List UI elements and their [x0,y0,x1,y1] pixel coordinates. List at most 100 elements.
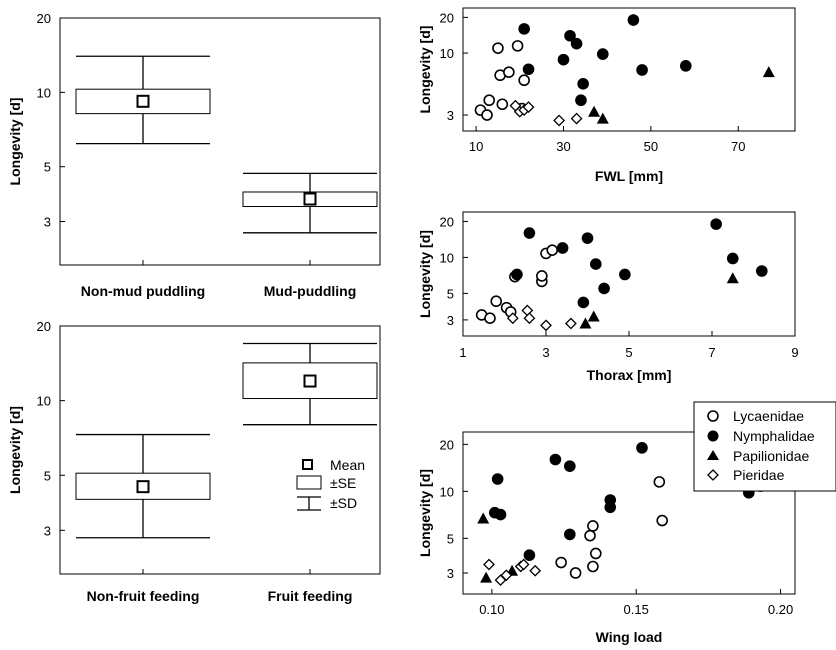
fwl-y-tick-label: 20 [440,10,454,25]
wingload-point-pieridae [529,564,542,577]
thorax-point-lycaenidae [484,312,496,325]
thorax-point-nymphalidae [619,268,631,281]
legend-papilionidae-label: Papilionidae [733,448,809,464]
wingload-y-tick-label: 10 [440,484,454,499]
fruit-y-tick-label: 3 [44,523,51,538]
fwl-point-papilionidae [762,66,775,78]
plot-marks [75,14,775,587]
puddling-category-label: Mud-puddling [264,283,357,299]
thorax-y-tick-label: 5 [447,286,454,301]
thorax-point-lycaenidae [546,244,559,256]
wingload-y-tick-label: 3 [447,566,454,581]
thorax-point-nymphalidae [511,268,523,281]
wingload-x-axis-title: Wing load [596,629,663,645]
thorax-x-tick-label: 7 [708,345,715,360]
thorax-y-tick-label: 10 [440,250,454,265]
fwl-point-papilionidae [596,112,609,124]
wingload-point-nymphalidae [636,442,648,454]
wingload-point-pieridae [500,569,513,582]
fwl-point-lycaenidae [492,42,504,54]
legend-lycaenidae-marker [707,410,719,422]
plot-frames [59,7,796,595]
wingload-y-tick-label: 5 [447,531,454,546]
wingload-point-nymphalidae [491,473,504,485]
thorax-point-nymphalidae [581,232,594,244]
wingload-point-nymphalidae [549,453,562,466]
thorax-point-nymphalidae [726,252,739,265]
legend-nymphalidae-label: Nymphalidae [733,428,815,444]
fwl-x-tick-label: 70 [731,139,745,154]
fwl-point-nymphalidae [522,63,535,76]
thorax-point-nymphalidae [577,296,590,309]
wingload-x-tick-label: 0.10 [479,602,504,617]
thorax-x-tick-label: 5 [625,345,632,360]
fruit-mean-marker [303,374,317,388]
legend-pieridae-label: Pieridae [733,467,785,483]
fwl-point-nymphalidae [518,23,530,35]
puddling-y-axis-title: Longevity [d] [7,98,23,186]
fwl-plot-frame [462,7,796,132]
thorax-point-pieridae [540,319,552,332]
thorax-point-nymphalidae [556,242,569,254]
puddling-mean-marker [303,192,317,206]
fwl-point-papilionidae [588,105,601,117]
wingload-point-nymphalidae [564,528,576,541]
thorax-x-tick-label: 1 [459,345,466,360]
fwl-point-lycaenidae [511,40,524,52]
thorax-point-pieridae [506,312,519,325]
thorax-x-axis-title: Thorax [mm] [587,367,672,383]
wingload-point-lycaenidae [587,520,599,532]
fwl-x-tick-label: 50 [644,139,658,154]
fwl-y-tick-label: 3 [447,108,454,123]
wingload-point-lycaenidae [587,560,599,573]
thorax-x-tick-label: 9 [791,345,798,360]
wingload-point-papilionidae [480,571,493,583]
thorax-point-nymphalidae [756,265,768,277]
thorax-x-tick-label: 3 [542,345,549,360]
fwl-point-lycaenidae [518,74,530,87]
thorax-point-papilionidae [587,310,600,322]
wingload-x-tick-label: 0.15 [624,602,649,617]
legend-se-marker [296,475,322,490]
fwl-y-axis-title: Longevity [d] [417,26,433,114]
scatter-legend: Lycaenidae Nymphalidae Papilionidae Pier… [693,401,836,492]
box-legend: Mean ±SE ±SD [296,457,365,511]
thorax-point-nymphalidae [598,282,610,295]
fwl-point-lycaenidae [496,98,509,111]
fruit-se-box [75,472,211,500]
fwl-point-nymphalidae [577,78,589,90]
wingload-point-papilionidae [477,512,490,524]
wingload-y-axis-title: Longevity [d] [417,469,433,557]
fwl-point-nymphalidae [596,48,609,60]
wingload-point-nymphalidae [604,501,617,514]
thorax-point-nymphalidae [710,218,722,230]
fwl-point-nymphalidae [679,60,692,72]
legend-nymphalidae-marker [707,430,719,442]
legend-pieridae-marker [707,469,719,481]
fwl-point-nymphalidae [570,37,583,50]
fwl-x-tick-label: 30 [556,139,570,154]
wingload-point-lycaenidae [569,567,582,579]
wingload-plot-frame [462,431,796,595]
fwl-point-lycaenidae [503,66,515,78]
fwl-x-axis-title: FWL [mm] [595,168,663,184]
thorax-point-papilionidae [579,317,592,329]
wingload-point-nymphalidae [494,508,507,521]
legend-mean-marker [302,459,313,470]
fwl-point-pieridae [570,112,583,125]
fwl-point-lycaenidae [481,109,493,121]
thorax-point-lycaenidae [490,295,503,308]
fwl-x-tick-label: 10 [469,139,483,154]
wingload-x-tick-label: 0.20 [768,602,793,617]
fwl-point-lycaenidae [483,94,496,107]
fruit-y-axis-title: Longevity [d] [7,406,23,494]
thorax-point-nymphalidae [523,227,536,239]
puddling-y-tick-label: 5 [44,160,51,175]
thorax-point-pieridae [523,312,536,325]
wingload-point-nymphalidae [564,460,576,472]
puddling-category-label: Non-mud puddling [81,283,205,299]
thorax-y-axis-title: Longevity [d] [417,230,433,318]
thorax-y-tick-label: 3 [447,313,454,328]
thorax-point-papilionidae [726,272,739,284]
